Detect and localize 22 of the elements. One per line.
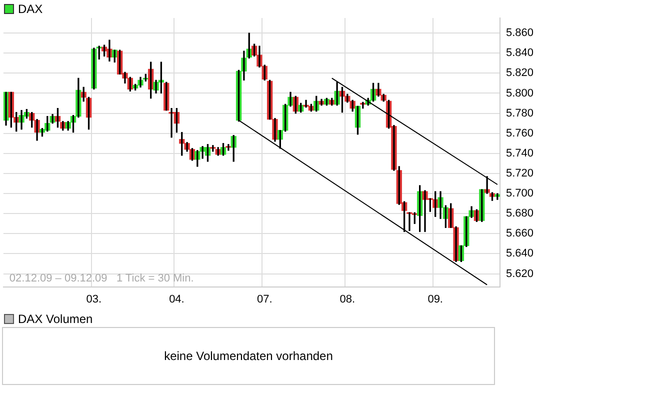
x-tick-label: 09. bbox=[428, 293, 443, 306]
annotation: 02.12.09 – 09.12.09 1 Tick = 30 Min. bbox=[9, 272, 194, 284]
text: keine Volumendaten vorhanden bbox=[2, 327, 495, 385]
y-tick-label: 5.760 bbox=[506, 127, 534, 140]
x-tick-label: 08. bbox=[340, 293, 356, 306]
y-tick-label: 5.700 bbox=[506, 188, 534, 200]
text: DAX Volumen bbox=[18, 312, 93, 326]
x-tick-label: 03. bbox=[86, 293, 102, 306]
y-tick-label: 5.860 bbox=[506, 27, 534, 40]
y-tick-label: 5.800 bbox=[506, 87, 534, 100]
y-tick-label: 5.780 bbox=[506, 107, 534, 120]
x-tick-label: 07. bbox=[256, 293, 272, 306]
x-tick-label: 04. bbox=[169, 293, 184, 306]
y-tick-label: 5.740 bbox=[506, 147, 534, 160]
y-tick-label: 5.840 bbox=[506, 47, 534, 60]
y-tick-label: 5.820 bbox=[506, 67, 534, 80]
y-tick-label: 5.720 bbox=[506, 167, 534, 180]
legend-label: DAX bbox=[18, 2, 43, 16]
y-tick-label: 5.660 bbox=[506, 228, 534, 240]
y-tick-label: 5.680 bbox=[506, 208, 534, 220]
y-tick-label: 5.620 bbox=[506, 268, 534, 280]
y-tick-label: 5.640 bbox=[506, 248, 534, 260]
